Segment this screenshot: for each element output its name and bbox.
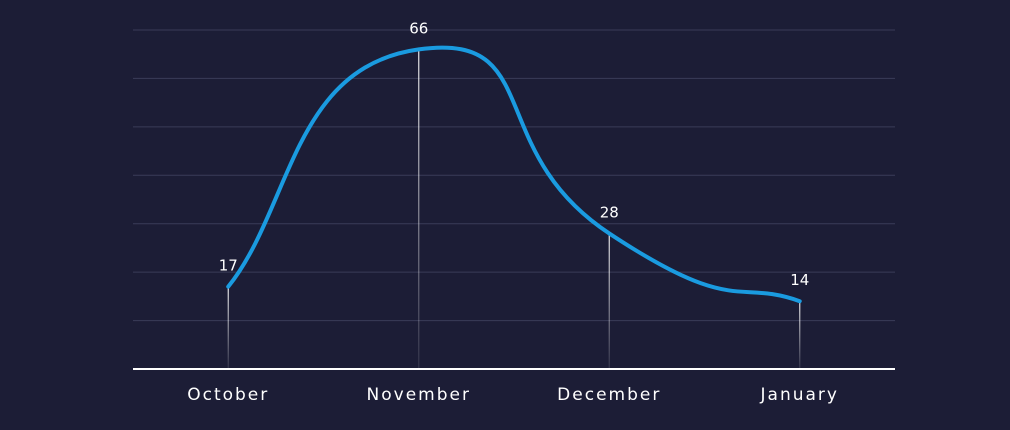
- drop-line: [418, 49, 420, 369]
- grid: [133, 29, 895, 370]
- x-tick-label: October: [187, 385, 269, 405]
- data-label: 14: [790, 271, 809, 289]
- plot: [226, 45, 802, 304]
- data-label: 66: [409, 19, 428, 37]
- drop-line: [608, 233, 610, 369]
- drop-lines: [227, 49, 801, 369]
- drop-line: [227, 286, 229, 369]
- data-label: 28: [600, 203, 619, 221]
- drop-line: [799, 301, 801, 369]
- x-tick-label: December: [557, 385, 661, 405]
- x-tick-label: November: [367, 385, 471, 405]
- x-tick-label: January: [760, 385, 839, 405]
- labels: 17 66 28 14 October November December January: [187, 19, 839, 405]
- line: [226, 45, 802, 304]
- data-label: 17: [219, 257, 238, 275]
